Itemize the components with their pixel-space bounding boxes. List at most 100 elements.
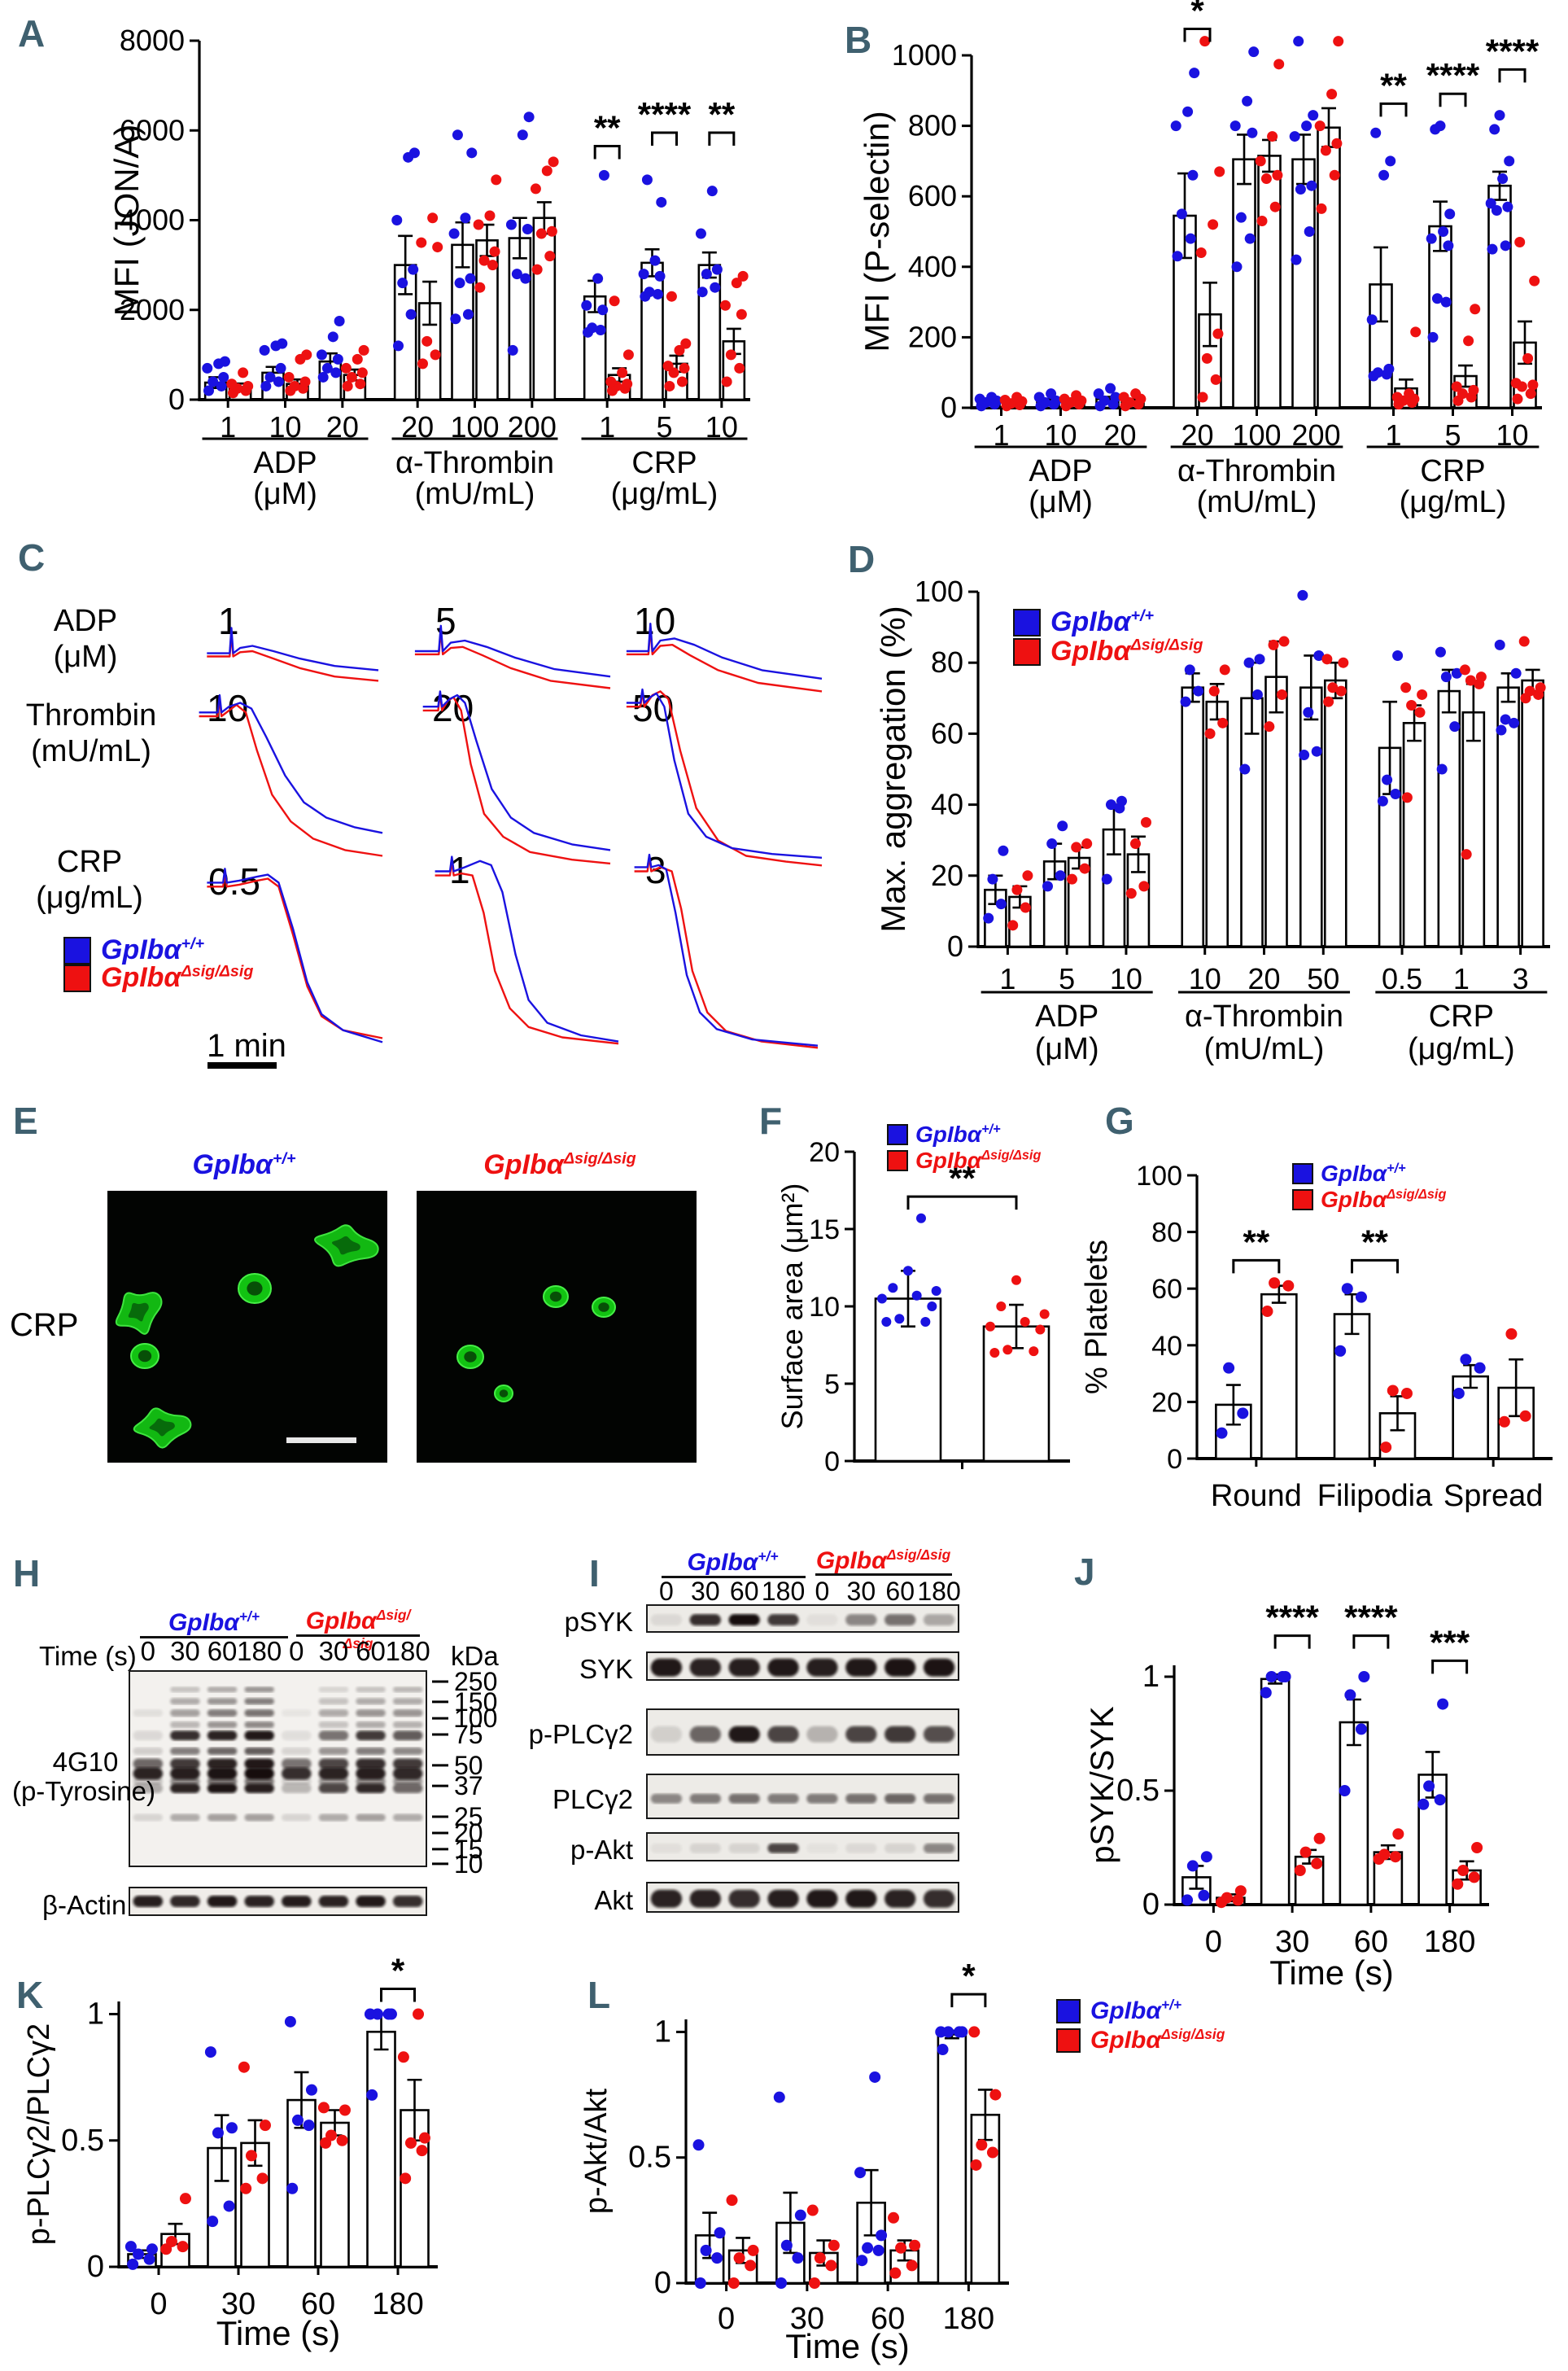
svg-text:180: 180 [943,2302,994,2336]
svg-text:1: 1 [1385,418,1401,452]
panel-label-f: F [759,1100,783,1142]
trace-adp-10: 10 [626,600,823,693]
panel-i-row-psyk: pSYK [564,1607,633,1637]
svg-text:0.5: 0.5 [628,2141,671,2175]
svg-text:1: 1 [654,2014,671,2049]
svg-text:20: 20 [809,1137,840,1168]
svg-text:37: 37 [454,1771,483,1800]
trace-crp-1: 1 [435,849,619,1045]
legend-f-mut-label: GpIbαΔsig/Δsig [915,1148,1042,1173]
svg-text:0: 0 [941,391,957,424]
panel-i-row-pplcg2: p-PLCγ2 [528,1719,633,1749]
legend-l-mut-label: GpIbαΔsig/Δsig [1090,2026,1225,2054]
svg-text:60: 60 [730,1577,759,1606]
svg-text:10: 10 [1189,962,1221,995]
svg-text:α-Thrombin: α-Thrombin [395,446,554,480]
svg-text:10: 10 [634,600,675,642]
svg-text:Max. aggregation (%): Max. aggregation (%) [874,606,912,933]
legend-swatch-mut-icon [1056,2028,1081,2053]
svg-text:1: 1 [87,1997,104,2032]
svg-text:30: 30 [319,1636,349,1666]
legend-d-wt-label: GpIbα+/+ [1050,606,1155,637]
svg-text:0: 0 [1167,1444,1182,1475]
svg-text:****: **** [638,95,692,133]
svg-text:60: 60 [207,1636,238,1666]
svg-text:600: 600 [908,179,957,212]
svg-text:30: 30 [221,2287,256,2321]
svg-text:α-Thrombin: α-Thrombin [1185,1000,1343,1034]
svg-text:MFI (P-selectin): MFI (P-selectin) [858,111,896,352]
legend-c-mut-label: GpIbαΔsig/Δsig [101,962,254,993]
panel-label-j: J [1074,1551,1095,1593]
svg-text:0.5: 0.5 [1116,1774,1160,1808]
svg-text:**: ** [1243,1223,1269,1261]
legend-swatch-wt-icon [63,936,91,965]
legend-c-mut: GpIbαΔsig/Δsig [63,962,253,994]
svg-text:*: * [962,1957,976,1995]
trace-crp-05: 0.5 [207,860,383,1043]
svg-text:CRP: CRP [631,446,697,480]
svg-text:5: 5 [824,1369,840,1400]
svg-text:150: 150 [454,1687,497,1717]
legend-d-mut-label: GpIbαΔsig/Δsig [1050,636,1203,667]
legend-swatch-wt-icon [887,1124,908,1145]
panel-g-chart: 0 20 40 60 80 100 % Platelets Round Filipodia Spr… [1080,1161,1553,1513]
svg-text:40: 40 [931,788,963,821]
svg-text:80: 80 [931,645,963,679]
svg-text:0: 0 [168,383,185,416]
svg-text:****: **** [1426,56,1480,94]
legend-c-wt: GpIbα+/+ [63,934,204,966]
svg-text:****: **** [1486,32,1540,70]
panel-label-l: L [587,1974,611,2016]
panel-k-chart: 0 0.5 1 p-PLCγ2/PLCγ2 0 30 60 180 Time (s) * [22,1951,438,2352]
svg-text:(mU/mL): (mU/mL) [415,477,535,511]
panel-e-row-label: CRP [10,1307,79,1343]
panel-i-row-pakt: p-Akt [570,1835,633,1865]
svg-text:0: 0 [718,2302,735,2336]
svg-text:1: 1 [1453,962,1470,995]
svg-text:**: ** [594,109,621,147]
panel-h-header-mut-rule [296,1634,420,1637]
svg-text:*: * [391,1951,405,1989]
panel-i-header-wt: GpIbα+/+ [687,1548,779,1576]
svg-text:% Platelets: % Platelets [1080,1240,1114,1394]
svg-text:1: 1 [999,962,1015,995]
legend-swatch-mut-icon [887,1150,908,1171]
svg-text:1000: 1000 [892,38,957,72]
row-label-adp: ADP (μM) [53,604,118,674]
svg-text:30: 30 [691,1577,720,1606]
svg-text:10: 10 [1110,962,1142,995]
panel-h-time-label: Time (s) [39,1641,137,1671]
panel-e-header-mut: GpIbαΔsig/Δsig [483,1149,636,1180]
svg-text:180: 180 [386,1636,430,1666]
trace-adp-5: 5 [414,600,611,689]
svg-text:6000: 6000 [120,113,185,147]
svg-text:α-Thrombin: α-Thrombin [1177,454,1336,488]
legend-swatch-wt-icon [1292,1163,1313,1184]
legend-f-wt-label: GpIbα+/+ [915,1122,1001,1147]
svg-text:p-PLCγ2/PLCγ2: p-PLCγ2/PLCγ2 [22,2023,56,2245]
svg-text:MFI (JON/A): MFI (JON/A) [107,125,146,317]
svg-text:30: 30 [790,2302,824,2336]
svg-text:Surface area (μm²): Surface area (μm²) [775,1183,809,1430]
svg-text:60: 60 [1151,1274,1182,1305]
svg-text:0: 0 [289,1636,304,1666]
svg-text:5: 5 [1059,962,1075,995]
svg-text:8000: 8000 [120,24,185,57]
svg-text:Spread: Spread [1444,1479,1544,1513]
svg-text:50: 50 [1307,962,1339,995]
svg-text:0.5: 0.5 [61,2124,104,2158]
svg-text:1: 1 [220,410,236,444]
svg-text:(μM): (μM) [1029,485,1093,519]
svg-text:60: 60 [301,2287,335,2321]
svg-text:100: 100 [454,1704,497,1733]
legend-swatch-wt-icon [1056,1998,1081,2023]
panel-i-header-mut: GpIbαΔsig/Δsig [815,1546,951,1574]
svg-text:0: 0 [824,1446,840,1477]
svg-text:180: 180 [237,1636,282,1666]
svg-text:0: 0 [815,1577,830,1606]
